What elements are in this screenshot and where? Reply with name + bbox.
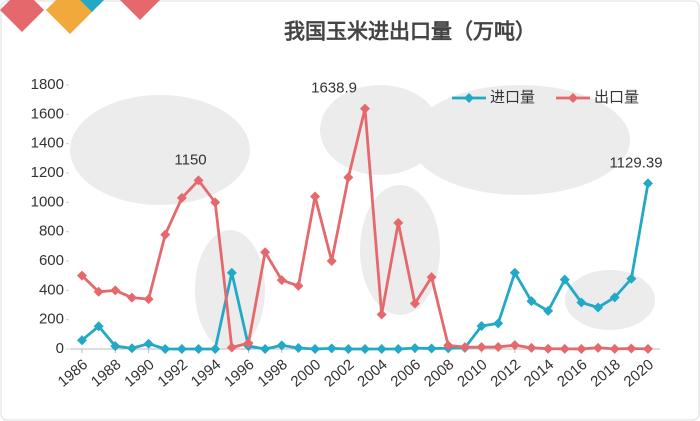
marker (243, 338, 254, 349)
marker (77, 335, 87, 346)
marker (609, 343, 620, 354)
y-tick-label: 200 (39, 311, 64, 328)
decor (0, 0, 160, 34)
marker (609, 292, 620, 303)
y-tick-label: 1800 (31, 76, 64, 93)
marker (326, 343, 337, 354)
data-label: 1129.39 (609, 154, 662, 171)
marker (210, 197, 221, 208)
marker (293, 280, 304, 291)
y-tick-label: 800 (39, 223, 64, 240)
marker (310, 191, 321, 202)
y-tick-label: 1400 (31, 135, 64, 152)
marker (210, 344, 221, 354)
marker (476, 320, 487, 331)
marker (526, 296, 537, 307)
data-label: 1638.9 (311, 80, 357, 97)
marker (626, 273, 637, 284)
marker (459, 342, 470, 353)
legend-label: 进口量 (490, 89, 535, 106)
marker (143, 338, 154, 349)
marker (576, 343, 587, 354)
marker (160, 229, 171, 240)
marker (426, 272, 437, 283)
y-tick-label: 1200 (31, 164, 64, 181)
marker (493, 318, 504, 329)
marker (559, 343, 570, 354)
marker (360, 103, 370, 114)
y-tick-label: 0 (56, 340, 64, 357)
marker (126, 292, 137, 303)
marker (559, 274, 570, 285)
marker (260, 247, 271, 258)
marker (643, 343, 653, 354)
marker (293, 342, 304, 353)
marker (576, 297, 587, 308)
marker (77, 270, 87, 281)
marker (376, 344, 387, 354)
marker (643, 178, 653, 189)
marker (276, 275, 287, 286)
marker (193, 175, 204, 186)
marker (393, 344, 404, 354)
marker (493, 341, 504, 352)
marker (226, 342, 237, 353)
marker (260, 344, 271, 354)
marker (409, 343, 420, 354)
marker (593, 342, 604, 353)
marker (126, 343, 137, 354)
marker (509, 340, 520, 351)
data-label: 1150 (174, 151, 206, 168)
marker (226, 267, 237, 278)
y-tick-label: 1000 (31, 193, 64, 210)
marker (343, 344, 354, 354)
marker (543, 343, 554, 354)
legend-marker (568, 93, 578, 103)
marker (176, 344, 187, 354)
marker (593, 302, 604, 313)
marker (509, 267, 520, 278)
marker (526, 342, 537, 353)
marker (93, 286, 104, 297)
marker (110, 285, 121, 296)
marker (193, 344, 204, 354)
marker (626, 343, 637, 354)
marker (343, 172, 354, 183)
marker (276, 340, 287, 351)
marker (160, 344, 171, 354)
y-tick-label: 600 (39, 252, 64, 269)
marker (376, 309, 387, 320)
legend-marker (464, 93, 474, 103)
marker (143, 294, 154, 305)
marker (443, 340, 454, 351)
marker (476, 342, 487, 353)
marker (393, 217, 404, 228)
marker (326, 256, 337, 266)
y-tick-label: 400 (39, 281, 64, 298)
legend-label: 出口量 (594, 89, 639, 106)
marker (176, 192, 187, 203)
marker (310, 344, 321, 354)
y-tick-label: 1600 (31, 105, 64, 122)
marker (543, 305, 554, 316)
marker (93, 321, 104, 332)
marker (110, 341, 121, 352)
marker (409, 298, 420, 309)
marker (360, 344, 370, 354)
chart-title: 我国玉米进出口量（万吨） (284, 20, 536, 44)
marker (426, 343, 437, 354)
